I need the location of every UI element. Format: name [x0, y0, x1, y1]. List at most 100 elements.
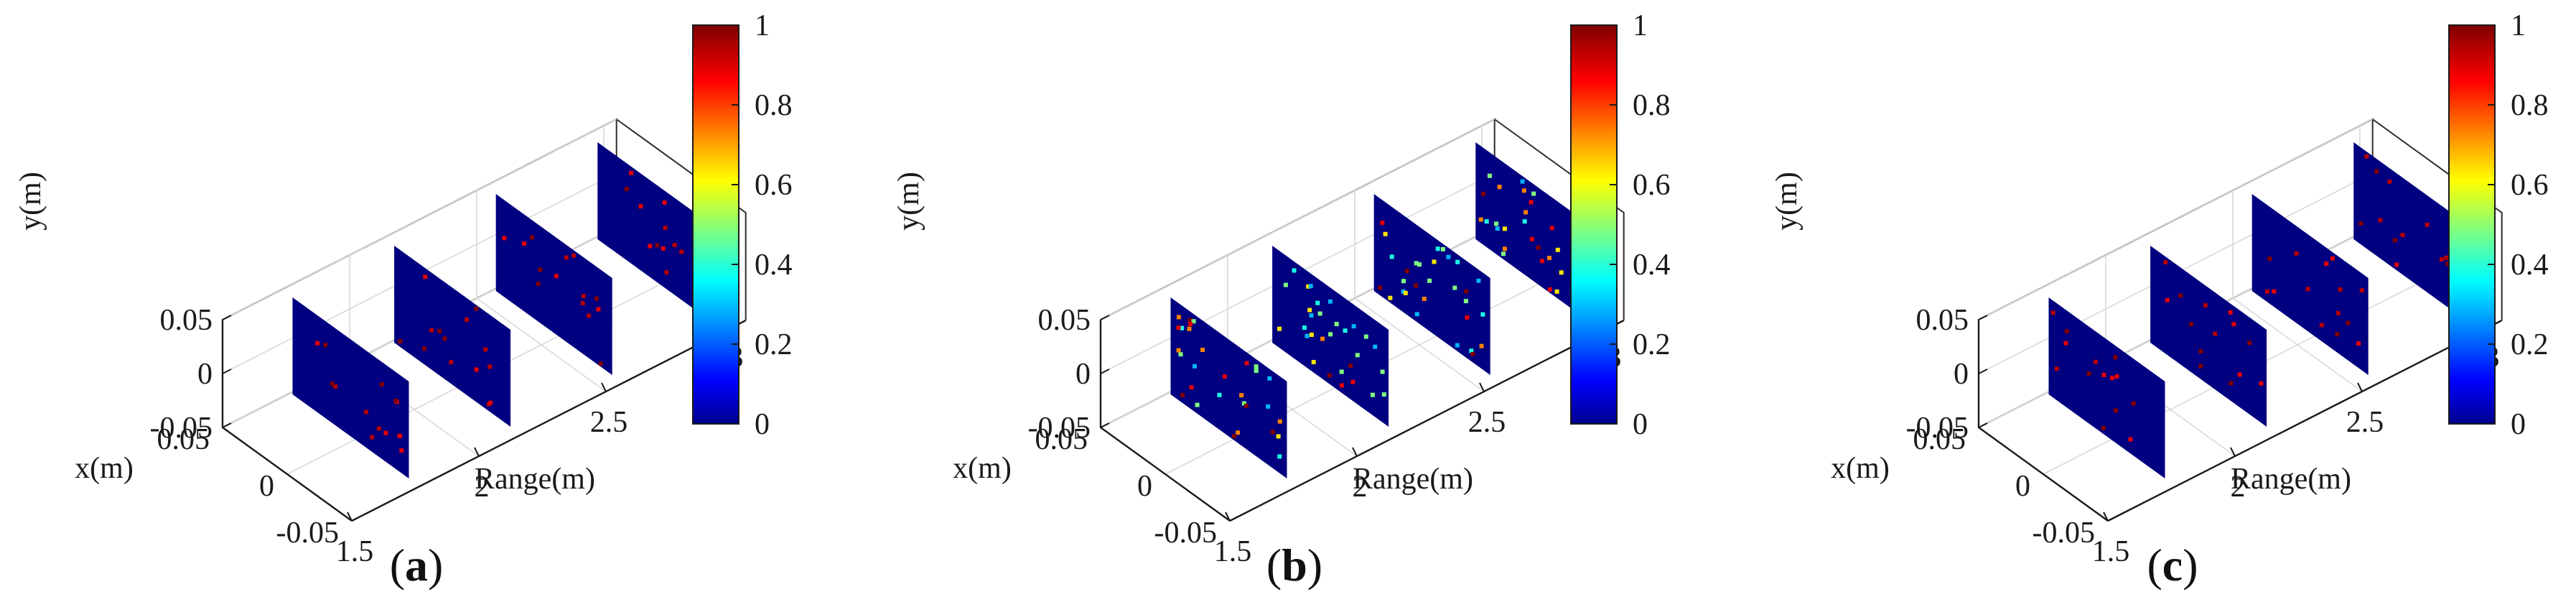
target-point: [1371, 392, 1375, 397]
target-point: [2346, 320, 2351, 325]
target-point: [596, 307, 601, 312]
target-point: [2163, 260, 2168, 264]
target-point: [1200, 348, 1205, 352]
target-point: [538, 267, 543, 272]
target-point: [2267, 256, 2272, 262]
x-tick-label: -0.05: [1154, 517, 1218, 550]
colorbar-tick-label: 0.2: [755, 328, 793, 361]
target-point: [2378, 218, 2383, 223]
target-point: [2114, 374, 2119, 379]
target-point: [629, 170, 634, 175]
range-slice-3: [495, 194, 612, 375]
colorbar-tick-label: 0: [2511, 408, 2526, 441]
target-point: [1464, 289, 1469, 294]
range-tick-label: 2.5: [590, 406, 628, 439]
panel-caption: (c): [2147, 540, 2198, 591]
x-axis-label: x(m): [1831, 452, 1890, 485]
target-point: [398, 433, 402, 438]
target-point: [1494, 221, 1499, 226]
target-point: [2387, 179, 2392, 184]
target-point: [1363, 334, 1368, 339]
target-point: [488, 400, 493, 405]
target-point: [2265, 289, 2269, 294]
range-tick-mark: [347, 512, 353, 522]
target-point: [2229, 381, 2234, 386]
slice-plane: [1373, 194, 1490, 375]
slice-plane: [2251, 194, 2369, 375]
target-point: [1339, 383, 1344, 388]
target-point: [1401, 279, 1406, 284]
range-tick-label: 1.5: [1214, 535, 1252, 568]
target-point: [1531, 191, 1536, 196]
target-point: [2356, 341, 2361, 346]
range-slice-2: [394, 246, 511, 427]
y-tick-label: -0.05: [1028, 412, 1091, 445]
target-point: [1176, 315, 1181, 320]
x-tick-label: 0.05: [1913, 423, 1966, 456]
range-axis-label: Range(m): [1353, 463, 1473, 496]
target-point: [2324, 262, 2329, 267]
target-point: [2445, 262, 2450, 267]
target-point: [1189, 385, 1194, 390]
target-point: [1378, 285, 1383, 290]
target-point: [1440, 246, 1445, 251]
target-point: [1495, 226, 1500, 231]
target-point: [1414, 283, 1419, 288]
target-point: [1479, 343, 1484, 348]
target-point: [1328, 332, 1333, 337]
range-axis-line: [2107, 319, 2503, 522]
target-point: [2050, 310, 2055, 315]
y-tick-label: 0: [197, 358, 213, 391]
y-tick-mark: [222, 315, 232, 320]
target-point: [1243, 403, 1249, 408]
target-point: [2400, 233, 2405, 238]
target-point: [330, 381, 335, 387]
range-slice-1: [2048, 297, 2165, 478]
y-tick-mark: [1100, 369, 1110, 374]
y-tick-label: 0.05: [1038, 304, 1091, 337]
target-point: [594, 296, 599, 301]
target-point: [1465, 315, 1470, 320]
range-tick-mark: [601, 382, 607, 392]
target-point: [672, 243, 677, 248]
target-point: [2109, 376, 2114, 381]
colorbar: 1 0.8 0.6 0.4 0.2 0: [692, 9, 793, 441]
target-point: [2392, 238, 2397, 243]
range-slice-4: [597, 142, 714, 323]
colorbar-gradient: [1570, 24, 1618, 425]
colorbar-tick-label: 0.6: [1633, 169, 1671, 202]
target-point: [1455, 343, 1460, 348]
target-point: [624, 187, 629, 192]
target-point: [2425, 223, 2430, 227]
target-point: [2319, 323, 2324, 328]
target-point: [2228, 310, 2233, 315]
target-point: [1241, 401, 1246, 406]
target-point: [522, 241, 527, 246]
slice-plane: [2150, 246, 2267, 427]
target-point: [1180, 393, 1185, 398]
target-point: [2259, 381, 2264, 386]
target-point: [2237, 372, 2242, 377]
right-wall-edge: [2372, 119, 2503, 320]
target-point: [1414, 261, 1419, 266]
target-point: [648, 244, 653, 249]
range-axis-line: [1229, 319, 1625, 522]
target-point: [1320, 336, 1325, 341]
target-point: [449, 360, 454, 365]
target-point: [333, 384, 338, 389]
slice-plane: [1170, 297, 1287, 478]
target-point: [1547, 287, 1552, 292]
range-axis-line: [351, 319, 747, 522]
x-axis-label: x(m): [953, 452, 1012, 485]
target-point: [2054, 366, 2059, 371]
target-point: [363, 409, 368, 415]
target-point: [2213, 331, 2218, 336]
axes: [1977, 315, 2503, 522]
target-point: [429, 328, 434, 333]
target-point: [2113, 355, 2118, 360]
panel-caption-letter: a: [405, 540, 428, 591]
target-point: [474, 367, 479, 372]
colorbar-tick-label: 0.8: [755, 89, 793, 122]
target-point: [2364, 154, 2369, 159]
target-point: [370, 435, 375, 440]
